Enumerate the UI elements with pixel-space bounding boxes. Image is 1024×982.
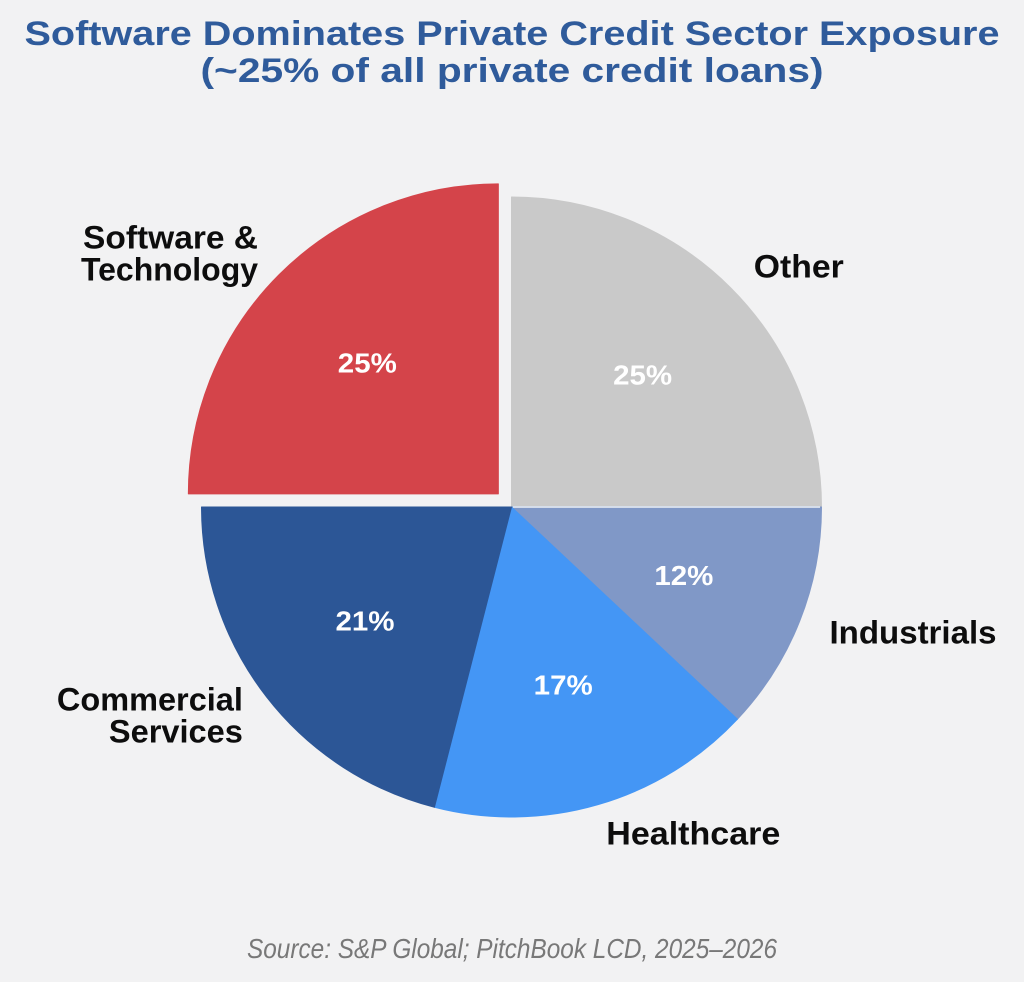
svg-text:21%: 21% <box>336 606 395 637</box>
svg-text:Software &: Software & <box>83 220 258 256</box>
svg-text:Industrials: Industrials <box>830 615 997 651</box>
svg-text:(~25% of all private credit lo: (~25% of all private credit loans) <box>201 52 824 90</box>
svg-text:Commercial: Commercial <box>57 681 243 717</box>
svg-text:Other: Other <box>754 249 844 285</box>
svg-text:Technology: Technology <box>81 252 258 288</box>
svg-text:Healthcare: Healthcare <box>606 815 780 851</box>
svg-text:25%: 25% <box>613 359 672 390</box>
svg-text:12%: 12% <box>654 560 713 591</box>
svg-text:Software Dominates Private Cre: Software Dominates Private Credit Sector… <box>25 15 1000 53</box>
svg-text:Services: Services <box>109 713 243 749</box>
svg-text:Source: S&P Global; PitchBook: Source: S&P Global; PitchBook LCD, 2025–… <box>247 933 777 964</box>
svg-text:17%: 17% <box>534 670 593 701</box>
svg-text:25%: 25% <box>338 347 397 378</box>
